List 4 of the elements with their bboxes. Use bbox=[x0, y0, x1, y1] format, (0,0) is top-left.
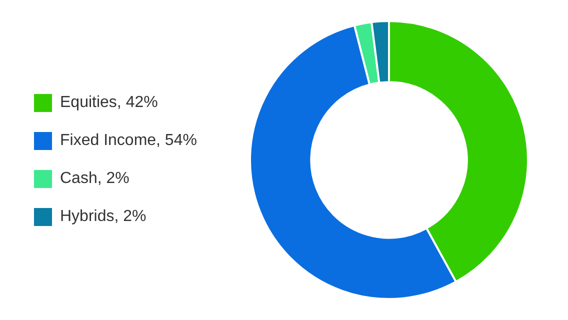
legend-label: Hybrids, 2% bbox=[60, 208, 146, 226]
legend-label: Fixed Income, 54% bbox=[60, 132, 197, 150]
legend-label: Cash, 2% bbox=[60, 170, 130, 188]
legend-label: Equities, 42% bbox=[60, 94, 158, 112]
